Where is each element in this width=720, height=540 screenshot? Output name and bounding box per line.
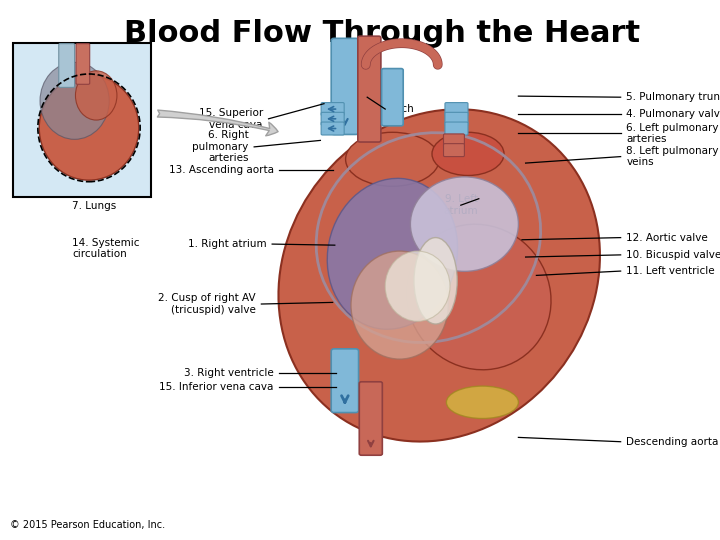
Text: 7. Lungs: 7. Lungs — [72, 201, 116, 211]
Text: 9. Left
atrium: 9. Left atrium — [444, 194, 478, 216]
Ellipse shape — [410, 177, 518, 271]
Text: 6. Left pulmonary
arteries: 6. Left pulmonary arteries — [626, 123, 719, 144]
Text: 6. Right
pulmonary
arteries: 6. Right pulmonary arteries — [192, 130, 248, 164]
FancyBboxPatch shape — [358, 36, 381, 142]
FancyBboxPatch shape — [321, 103, 344, 116]
Text: Blood Flow Through the Heart: Blood Flow Through the Heart — [124, 19, 639, 48]
Text: 10. Bicuspid valve: 10. Bicuspid valve — [626, 250, 720, 260]
FancyBboxPatch shape — [321, 122, 344, 135]
Text: 1. Right atrium: 1. Right atrium — [188, 239, 266, 249]
Text: 2. Cusp of right AV
(tricuspid) valve: 2. Cusp of right AV (tricuspid) valve — [158, 293, 256, 315]
Text: 12. Aortic valve: 12. Aortic valve — [626, 233, 708, 242]
FancyBboxPatch shape — [59, 44, 75, 87]
FancyBboxPatch shape — [321, 112, 344, 125]
FancyBboxPatch shape — [445, 122, 468, 135]
Ellipse shape — [40, 62, 109, 139]
FancyBboxPatch shape — [13, 43, 151, 197]
Ellipse shape — [407, 224, 551, 370]
Ellipse shape — [414, 238, 457, 324]
Text: 8. Left pulmonary
veins: 8. Left pulmonary veins — [626, 146, 719, 167]
Ellipse shape — [351, 251, 448, 359]
Text: © 2015 Pearson Education, Inc.: © 2015 Pearson Education, Inc. — [10, 520, 165, 530]
Ellipse shape — [39, 76, 139, 180]
Ellipse shape — [279, 109, 600, 442]
Text: 5. Pulmonary trunk: 5. Pulmonary trunk — [626, 92, 720, 102]
Text: Aortic arch: Aortic arch — [357, 104, 413, 114]
FancyBboxPatch shape — [444, 144, 464, 157]
FancyBboxPatch shape — [444, 134, 464, 147]
Ellipse shape — [385, 251, 450, 321]
Text: 3. Right ventricle: 3. Right ventricle — [184, 368, 274, 377]
Text: 13. Ascending aorta: 13. Ascending aorta — [168, 165, 274, 175]
FancyBboxPatch shape — [359, 382, 382, 455]
Ellipse shape — [346, 132, 439, 186]
Text: 11. Left ventricle: 11. Left ventricle — [626, 266, 715, 276]
Ellipse shape — [76, 71, 117, 120]
Text: 15. Superior
vena cava: 15. Superior vena cava — [199, 108, 263, 130]
Ellipse shape — [328, 178, 457, 329]
Text: 15. Inferior vena cava: 15. Inferior vena cava — [159, 382, 274, 392]
FancyBboxPatch shape — [445, 103, 468, 116]
Text: Descending aorta: Descending aorta — [626, 437, 719, 447]
FancyBboxPatch shape — [382, 69, 403, 126]
Ellipse shape — [446, 386, 518, 418]
Text: 14. Systemic
circulation: 14. Systemic circulation — [72, 238, 140, 259]
Text: 4. Pulmonary valve: 4. Pulmonary valve — [626, 110, 720, 119]
FancyBboxPatch shape — [445, 112, 468, 125]
Ellipse shape — [432, 132, 504, 176]
FancyBboxPatch shape — [331, 38, 359, 134]
FancyBboxPatch shape — [331, 349, 359, 413]
FancyBboxPatch shape — [76, 44, 90, 84]
